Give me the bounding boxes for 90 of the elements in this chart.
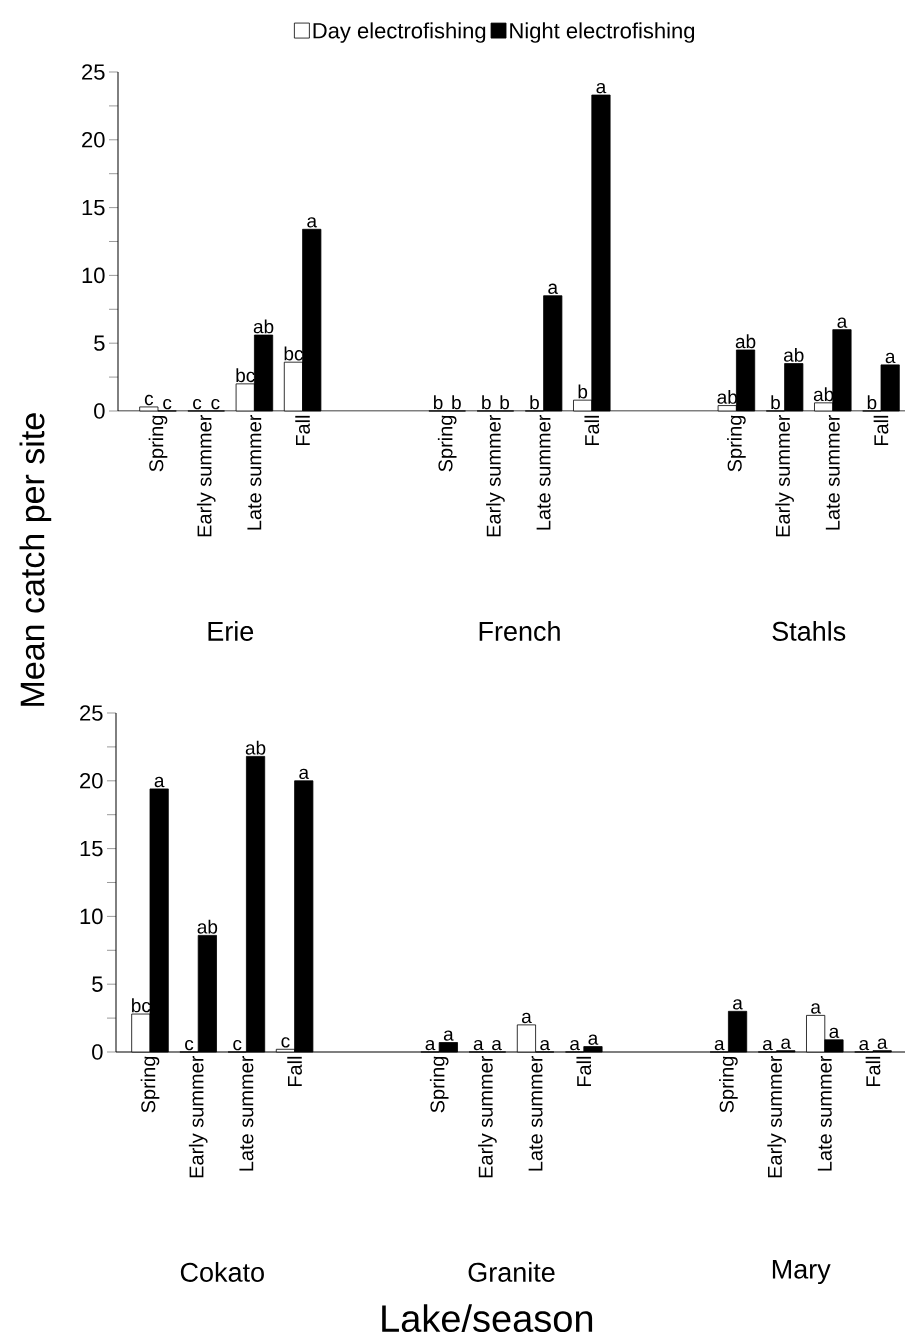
data-label: b <box>771 395 780 410</box>
text: Cokato <box>180 1262 264 1282</box>
data-label: a <box>443 1030 454 1041</box>
data-label: a <box>596 82 607 94</box>
legend-label: Day electrofishing <box>313 22 486 43</box>
text: Stahls <box>772 621 846 641</box>
data-label: a <box>548 283 559 295</box>
data-label: b <box>578 384 588 399</box>
x-tick-label: Spring <box>429 1056 449 1113</box>
y-tick-label: 25 <box>80 705 103 721</box>
data-label: a <box>425 1039 436 1051</box>
x-tick-label: Early summer <box>767 1055 786 1178</box>
data-label: a <box>837 317 848 328</box>
x-tick-label: Spring <box>719 1056 738 1113</box>
text: French <box>479 621 560 641</box>
data-label: a <box>588 1034 599 1045</box>
y-tick-label: 10 <box>82 267 105 284</box>
y-tick-label: 5 <box>92 976 103 992</box>
y-tick-label: 25 <box>82 64 105 80</box>
y-tick-label: 10 <box>80 908 103 925</box>
data-label: c <box>211 398 220 410</box>
y-tick-label: 15 <box>80 840 103 857</box>
x-tick-label: Spring <box>727 415 746 472</box>
data-label: b <box>500 395 510 410</box>
x-tick-label: Fall <box>584 415 600 446</box>
x-tick-label: Late summer <box>536 414 551 530</box>
x-axis-title: Lake/season <box>382 1304 593 1333</box>
data-label: a <box>762 1039 773 1051</box>
data-label: ab <box>784 347 804 362</box>
y-tick-label: 0 <box>94 403 105 419</box>
data-label: b <box>452 395 461 410</box>
y-tick-label: 15 <box>82 199 105 216</box>
x-tick-label: Early summer <box>775 414 794 537</box>
data-label: c <box>233 1039 242 1051</box>
data-label: ab <box>245 740 266 755</box>
x-tick-label: Early summer <box>486 414 505 537</box>
x-tick-label: Fall <box>287 1056 302 1087</box>
data-label: a <box>781 1038 792 1049</box>
x-tick-label: Fall <box>873 415 889 446</box>
y-axis-title: Mean catch per site <box>19 413 52 706</box>
x-tick-label: Fall <box>295 415 310 446</box>
x-tick-label: Fall <box>865 1056 881 1087</box>
x-tick-label: Late summer <box>239 1055 254 1171</box>
x-tick-label: Late summer <box>528 1055 543 1171</box>
data-label: a <box>540 1039 551 1051</box>
data-label: ab <box>735 334 756 349</box>
data-label: a <box>307 217 318 228</box>
x-tick-label: Late summer <box>825 414 840 530</box>
data-label: b <box>482 395 491 410</box>
data-label: a <box>154 776 165 788</box>
data-label: bc <box>132 998 151 1013</box>
x-tick-label: Fall <box>576 1056 592 1087</box>
data-label: c <box>193 398 202 410</box>
x-tick-label: Late summer <box>817 1055 832 1171</box>
data-label: a <box>885 352 896 364</box>
data-label: a <box>733 999 743 1010</box>
data-label: a <box>811 1003 821 1014</box>
data-label: a <box>299 768 310 780</box>
data-label: c <box>144 394 154 406</box>
data-label: a <box>877 1038 888 1049</box>
x-tick-label: Early summer <box>188 1055 208 1178</box>
text: Granite <box>468 1262 555 1282</box>
data-label: b <box>530 395 539 410</box>
data-label: a <box>473 1039 484 1051</box>
data-label: c <box>185 1039 194 1051</box>
data-label: a <box>492 1039 502 1051</box>
y-tick-label: 20 <box>80 773 103 789</box>
y-tick-label: 0 <box>92 1044 103 1060</box>
x-tick-label: Spring <box>437 415 457 472</box>
x-tick-label: Late summer <box>247 414 262 530</box>
data-label: c <box>163 398 172 410</box>
y-tick-label: 5 <box>94 335 105 351</box>
y-tick-label: 20 <box>82 132 105 148</box>
data-label: ab <box>197 919 218 934</box>
text: Erie <box>208 621 254 641</box>
data-label: a <box>829 1027 840 1039</box>
x-tick-label: Spring <box>140 1056 160 1113</box>
x-tick-label: Early summer <box>196 414 216 537</box>
x-tick-label: Spring <box>148 415 168 472</box>
legend-label: Night electrofishing <box>510 22 695 43</box>
data-label: b <box>433 395 443 410</box>
x-tick-label: Early summer <box>478 1055 497 1178</box>
text: Mary <box>772 1259 831 1285</box>
data-label: b <box>867 395 877 410</box>
data-label: a <box>859 1039 870 1051</box>
data-label: ab <box>253 319 274 334</box>
data-label: c <box>281 1037 290 1048</box>
data-label: a <box>570 1039 580 1051</box>
data-label: a <box>714 1039 725 1051</box>
data-label: a <box>521 1012 532 1024</box>
